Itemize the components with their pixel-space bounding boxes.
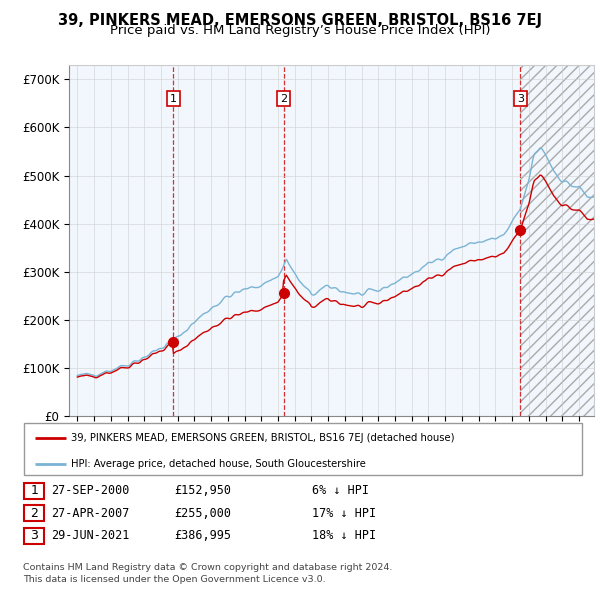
- Text: 39, PINKERS MEAD, EMERSONS GREEN, BRISTOL, BS16 7EJ (detached house): 39, PINKERS MEAD, EMERSONS GREEN, BRISTO…: [71, 432, 455, 442]
- Text: 29-JUN-2021: 29-JUN-2021: [51, 529, 130, 542]
- Text: 18% ↓ HPI: 18% ↓ HPI: [312, 529, 376, 542]
- Text: 1: 1: [30, 484, 38, 497]
- Text: £152,950: £152,950: [174, 484, 231, 497]
- Text: 3: 3: [30, 529, 38, 542]
- Text: 17% ↓ HPI: 17% ↓ HPI: [312, 507, 376, 520]
- Bar: [520, 65, 594, 416]
- Text: 3: 3: [517, 94, 524, 104]
- Bar: [520, 65, 594, 416]
- Text: HPI: Average price, detached house, South Gloucestershire: HPI: Average price, detached house, Sout…: [71, 458, 367, 468]
- Text: 39, PINKERS MEAD, EMERSONS GREEN, BRISTOL, BS16 7EJ: 39, PINKERS MEAD, EMERSONS GREEN, BRISTO…: [58, 13, 542, 28]
- Text: £255,000: £255,000: [174, 507, 231, 520]
- Text: £386,995: £386,995: [174, 529, 231, 542]
- Text: 2: 2: [280, 94, 287, 104]
- Text: 2: 2: [30, 507, 38, 520]
- Text: Contains HM Land Registry data © Crown copyright and database right 2024.: Contains HM Land Registry data © Crown c…: [23, 563, 392, 572]
- Text: 27-SEP-2000: 27-SEP-2000: [51, 484, 130, 497]
- Bar: [69, 65, 594, 416]
- Text: 6% ↓ HPI: 6% ↓ HPI: [312, 484, 369, 497]
- Text: Price paid vs. HM Land Registry’s House Price Index (HPI): Price paid vs. HM Land Registry’s House …: [110, 24, 490, 37]
- Text: This data is licensed under the Open Government Licence v3.0.: This data is licensed under the Open Gov…: [23, 575, 325, 584]
- Text: 1: 1: [170, 94, 177, 104]
- Text: 27-APR-2007: 27-APR-2007: [51, 507, 130, 520]
